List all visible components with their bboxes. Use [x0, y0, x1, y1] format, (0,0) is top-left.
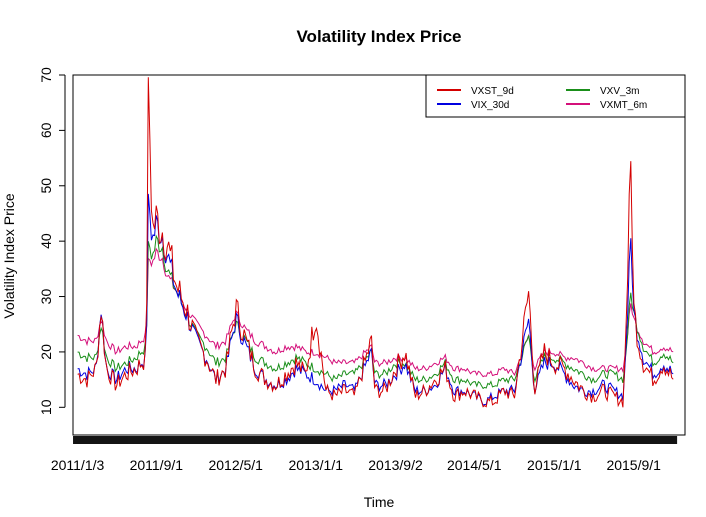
x-tick-label: 2015/9/1	[606, 457, 661, 473]
x-tick-label: 2012/5/1	[208, 457, 263, 473]
legend-label: VIX_30d	[471, 100, 509, 111]
x-axis-ticks	[73, 436, 678, 444]
series-line-vxst-9d	[77, 77, 674, 408]
legend: VXST_9d VIX_30d VXV_3m VXMT_6m	[425, 74, 686, 118]
series-line-vix-30d	[77, 193, 674, 406]
y-tick-label: 50	[38, 178, 54, 194]
x-tick-label: 2011/9/1	[130, 457, 184, 473]
legend-label: VXV_3m	[600, 86, 639, 97]
legend-label: VXST_9d	[471, 86, 514, 97]
legend-label: VXMT_6m	[600, 100, 647, 111]
y-tick-label: 70	[38, 67, 54, 83]
x-tick-label: 2011/1/3	[51, 457, 105, 473]
x-tick-label: 2015/1/1	[527, 457, 582, 473]
plot-area	[77, 77, 674, 408]
axes: 10 20 30 40 50 60 70 2011/1/3 2011/9/1 2012/5/1 20…	[38, 67, 678, 473]
chart-title: Volatility Index Price	[296, 27, 461, 46]
x-axis-label: Time	[364, 494, 395, 510]
series-line-vxmt-6m	[77, 247, 674, 378]
x-tick-label: 2013/1/1	[289, 457, 344, 473]
x-tick-label: 2014/5/1	[447, 457, 502, 473]
y-tick-label: 30	[38, 289, 54, 305]
legend-box	[425, 74, 686, 118]
y-tick-label: 20	[38, 344, 54, 360]
x-tick-label: 2013/9/2	[368, 457, 423, 473]
plot-frame	[72, 74, 686, 436]
y-axis-label: Volatility Index Price	[1, 193, 17, 318]
y-tick-label: 40	[38, 233, 54, 249]
y-tick-label: 10	[38, 399, 54, 415]
y-tick-label: 60	[38, 122, 54, 138]
